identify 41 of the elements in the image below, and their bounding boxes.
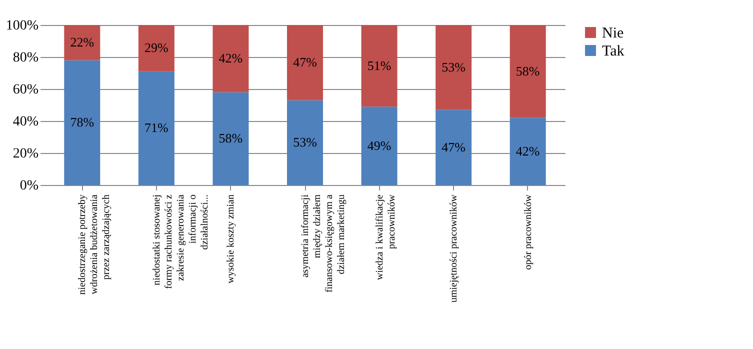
y-tick-label: 100%: [6, 18, 39, 34]
bar: [212, 92, 249, 185]
bar: [287, 25, 323, 100]
x-tick-label: wysokie koszty zmian: [226, 194, 237, 284]
data-label: 22%: [70, 34, 94, 50]
y-tick-label: 80%: [12, 50, 39, 66]
data-label: 53%: [293, 134, 318, 150]
bar: [510, 118, 546, 185]
y-tick-label: 0%: [20, 178, 39, 194]
data-label: 29%: [144, 40, 169, 56]
data-label: 58%: [218, 130, 243, 146]
legend-label: Nie: [602, 26, 624, 42]
bar: [436, 25, 472, 110]
data-label: 78%: [70, 114, 94, 130]
x-tick-label: niedostrzeganie potrzeby wdrożenia budżetowania przez zarządzających: [77, 194, 112, 295]
data-label: 47%: [442, 139, 466, 154]
y-tick-label: 60%: [12, 82, 39, 98]
data-label: 53%: [442, 59, 466, 74]
data-label: 58%: [516, 63, 540, 78]
bar: [138, 25, 174, 72]
y-tick-label: 20%: [12, 146, 39, 162]
data-label: 47%: [293, 54, 318, 70]
legend-label: Tak: [602, 44, 625, 60]
bar: [64, 60, 100, 185]
bar: [212, 25, 249, 92]
data-label: 42%: [516, 143, 540, 158]
x-tick-label: niedostatki stosowanej formy rachunkowości z zakresie generowania informacji o działalności...: [151, 194, 210, 289]
bar: [64, 25, 100, 60]
y-tick-label: 40%: [12, 114, 39, 130]
bar: [138, 71, 174, 185]
x-tick-label: opór pracowników: [522, 194, 534, 270]
bar: [436, 110, 472, 185]
data-label: 42%: [218, 50, 243, 66]
bar: [361, 106, 398, 185]
bar: [361, 25, 398, 107]
data-label: 71%: [144, 120, 169, 136]
bar: [510, 25, 546, 118]
data-label: 51%: [367, 58, 392, 73]
x-tick-label: umiejętności pracowników: [448, 194, 460, 303]
data-label: 49%: [367, 138, 392, 153]
bar: [287, 100, 323, 185]
